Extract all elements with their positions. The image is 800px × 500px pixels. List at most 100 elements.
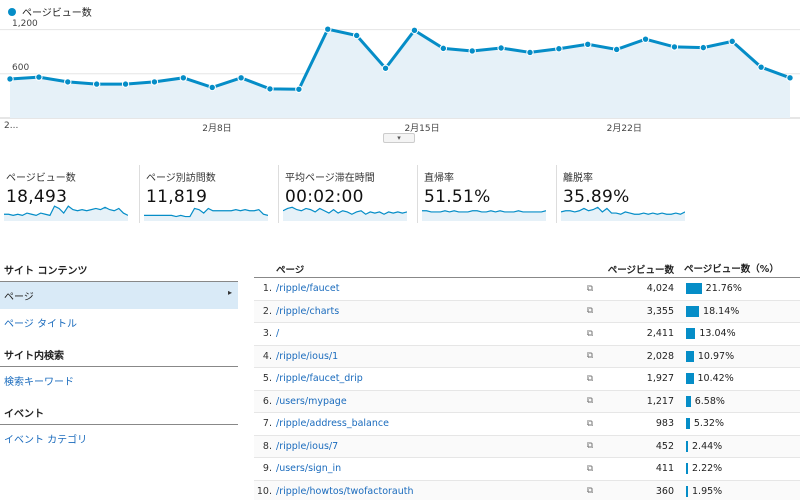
sparkline-area	[561, 207, 685, 221]
data-point[interactable]	[612, 45, 621, 54]
data-point[interactable]	[555, 45, 563, 53]
open-link-icon[interactable]: ⧉	[586, 373, 594, 384]
sidebar-item[interactable]: 検索キーワード	[0, 367, 238, 394]
open-link-icon[interactable]: ⧉	[586, 351, 594, 362]
scorecard-value: 00:02:00	[285, 187, 364, 207]
pct-value: 10.97%	[697, 350, 735, 362]
open-link-icon[interactable]: ⧉	[586, 396, 594, 407]
x-tick-label: 2月8日	[202, 124, 232, 134]
sidebar-item[interactable]: ページ ▸	[0, 282, 238, 309]
pct-bar	[686, 350, 694, 362]
page-link[interactable]: /ripple/howtos/twofactorauth	[276, 485, 414, 497]
table-row: 5. /ripple/faucet_drip ⧉ 1,927 10.42%	[254, 368, 800, 391]
row-number: 5.	[262, 373, 272, 385]
pageviews-value: 3,355	[646, 305, 674, 317]
table-row: 8. /ripple/ious/7 ⧉ 452 2.44%	[254, 435, 800, 458]
column-header-pct[interactable]: ページビュー数（%）	[684, 263, 779, 275]
page-link[interactable]: /ripple/ious/7	[276, 440, 339, 452]
open-link-icon[interactable]: ⧉	[586, 283, 594, 294]
scorecard[interactable]: 平均ページ滞在時間 00:02:00	[278, 165, 417, 223]
data-point[interactable]	[410, 26, 419, 35]
data-point[interactable]	[497, 44, 505, 52]
sidebar-item[interactable]: イベント カテゴリ	[0, 425, 238, 452]
open-link-icon[interactable]: ⧉	[586, 418, 594, 429]
data-point[interactable]	[352, 31, 361, 40]
data-point[interactable]	[92, 80, 101, 88]
sparkline-line	[144, 207, 268, 218]
open-link-icon[interactable]: ⧉	[586, 441, 594, 452]
pct-bar	[686, 440, 688, 452]
pct-bar	[686, 395, 691, 407]
row-number: 6.	[262, 395, 272, 407]
data-point[interactable]	[439, 44, 448, 53]
data-point[interactable]	[64, 78, 72, 86]
pageviews-value: 411	[655, 463, 674, 475]
column-header-page[interactable]: ページ	[276, 265, 305, 273]
table-row: 1. /ripple/faucet ⧉ 4,024 21.76%	[254, 278, 800, 301]
pageviews-value: 1,217	[646, 395, 674, 407]
x-tick-label: 2月15日	[404, 124, 440, 134]
open-link-icon[interactable]: ⧉	[586, 306, 594, 317]
page-link[interactable]: /users/sign_in	[276, 463, 342, 475]
data-point[interactable]	[266, 85, 274, 93]
row-number: 3.	[262, 328, 272, 340]
data-point[interactable]	[757, 63, 765, 71]
data-point[interactable]	[381, 64, 390, 72]
data-point[interactable]	[208, 83, 216, 92]
page-link[interactable]: /ripple/address_balance	[276, 418, 389, 430]
open-link-icon[interactable]: ⧉	[586, 463, 594, 474]
data-point[interactable]	[728, 37, 736, 46]
x-tick-label: 2...	[4, 121, 19, 131]
page-link[interactable]: /ripple/faucet_drip	[276, 373, 363, 385]
data-point[interactable]	[468, 47, 476, 55]
data-point[interactable]	[699, 43, 708, 52]
sparkline-area	[144, 208, 268, 221]
scorecard[interactable]: 離脱率 35.89%	[556, 165, 695, 223]
scorecard-label: ページ別訪問数	[146, 173, 216, 184]
data-point[interactable]	[584, 40, 592, 49]
sparkline-area	[283, 207, 407, 221]
pageviews-value: 4,024	[646, 283, 674, 295]
sparkline-line	[283, 206, 407, 215]
chart-toggle-button[interactable]: ▾	[383, 133, 415, 143]
data-point[interactable]	[786, 74, 794, 82]
column-header-views[interactable]: ページビュー数	[607, 265, 674, 276]
pct-cell: 21.76%	[674, 283, 798, 295]
page-link[interactable]: /ripple/ious/1	[276, 350, 339, 362]
data-point[interactable]	[324, 25, 332, 33]
sidebar-item-label: 検索キーワード	[4, 377, 74, 388]
scorecard[interactable]: ページビュー数 18,493	[0, 165, 139, 223]
data-point[interactable]	[6, 75, 14, 83]
data-point[interactable]	[150, 78, 159, 86]
x-tick-label: 2月22日	[606, 124, 642, 134]
scorecard[interactable]: ページ別訪問数 11,819	[139, 165, 278, 223]
data-point[interactable]	[526, 48, 534, 57]
data-point[interactable]	[641, 35, 650, 43]
scorecard-label: 直帰率	[424, 173, 454, 184]
data-point[interactable]	[295, 85, 303, 93]
data-point[interactable]	[179, 74, 188, 82]
page-link[interactable]: /ripple/faucet	[276, 283, 340, 295]
pageviews-value: 452	[655, 440, 674, 452]
scorecard-sparkline	[144, 207, 268, 221]
page-link[interactable]: /ripple/charts	[276, 305, 340, 317]
sidebar-item[interactable]: ページ タイトル	[0, 309, 238, 336]
table-body: 1. /ripple/faucet ⧉ 4,024 21.76% 2. /ripple/ch…	[254, 278, 800, 500]
sidebar-spacer	[0, 394, 238, 401]
page-link[interactable]: /	[276, 328, 280, 340]
pct-cell: 10.97%	[674, 350, 798, 362]
scorecard[interactable]: 直帰率 51.51%	[417, 165, 556, 223]
scorecard-label: ページビュー数	[6, 173, 76, 184]
pageview-chart-svg	[0, 25, 800, 119]
pct-cell: 1.95%	[674, 485, 798, 497]
y-tick-label: 1,200	[12, 18, 38, 29]
open-link-icon[interactable]: ⧉	[586, 328, 594, 339]
data-point[interactable]	[35, 73, 43, 81]
data-point[interactable]	[121, 80, 130, 88]
open-link-icon[interactable]: ⧉	[586, 486, 594, 497]
series-line	[9, 27, 791, 91]
chevron-right-icon: ▸	[227, 288, 232, 297]
data-point[interactable]	[237, 74, 245, 82]
page-link[interactable]: /users/mypage	[276, 395, 347, 407]
data-point[interactable]	[670, 43, 679, 51]
